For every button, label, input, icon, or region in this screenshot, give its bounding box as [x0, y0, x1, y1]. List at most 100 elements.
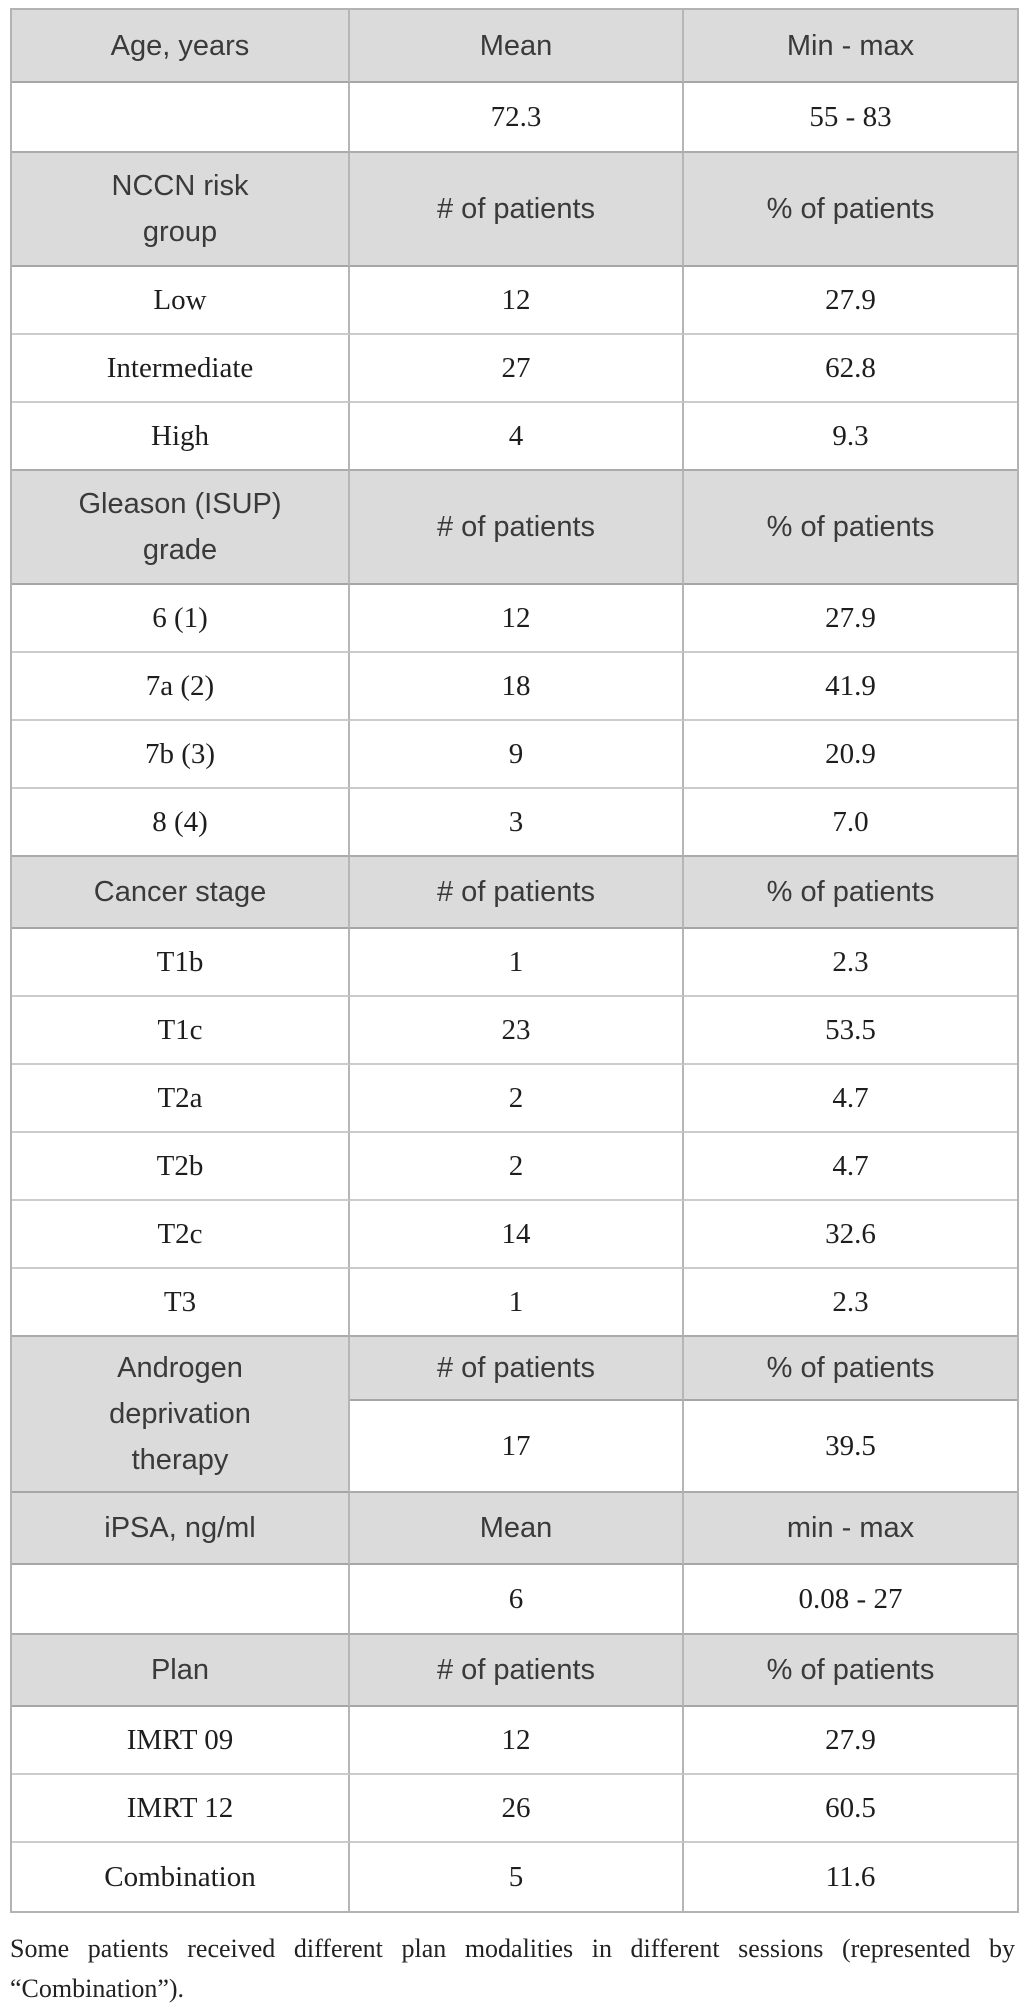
header-cell: Age, years: [12, 10, 350, 83]
data-cell: 1: [350, 929, 684, 997]
data-cell: T3: [12, 1269, 350, 1337]
data-cell: 14: [350, 1201, 684, 1269]
data-cell: T2b: [12, 1133, 350, 1201]
data-cell: 3: [350, 789, 684, 857]
table-row: 17 39.5: [12, 1401, 1017, 1493]
header-cell: Mean: [350, 10, 684, 83]
header-cell: Gleason (ISUP) grade: [12, 471, 350, 585]
data-cell: T1c: [12, 997, 350, 1065]
table-row: 6 0.08 - 27: [12, 1565, 1017, 1635]
table-row: T1b 1 2.3: [12, 929, 1017, 997]
data-cell: Combination: [12, 1843, 350, 1911]
data-cell: T1b: [12, 929, 350, 997]
table-header-row: Cancer stage # of patients% of patients: [12, 857, 1017, 929]
data-cell: 23: [350, 997, 684, 1065]
table-row: T3 1 2.3: [12, 1269, 1017, 1337]
data-cell: 27.9: [684, 1707, 1017, 1775]
table-row: Low 12 27.9: [12, 267, 1017, 335]
data-cell: 20.9: [684, 721, 1017, 789]
table-header-row: Androgen deprivation therapy # of patients%…: [12, 1337, 1017, 1493]
data-cell: 1: [350, 1269, 684, 1337]
data-cell: 11.6: [684, 1843, 1017, 1911]
data-cell: 27: [350, 335, 684, 403]
table-footnote: Some patients received different plan mo…: [10, 1934, 1015, 2003]
data-cell: 6 (1): [12, 585, 350, 653]
data-cell: 9.3: [684, 403, 1017, 471]
document-page: Age, years Mean Min - max 72.3 55 - 83 NCCN r…: [10, 8, 1019, 2009]
data-cell: 2: [350, 1065, 684, 1133]
data-cell: 8 (4): [12, 789, 350, 857]
header-cell: % of patients: [684, 1635, 1017, 1707]
table-row: T2a 2 4.7: [12, 1065, 1017, 1133]
header-cell: % of patients: [684, 857, 1017, 929]
data-cell: Low: [12, 267, 350, 335]
data-cell: T2a: [12, 1065, 350, 1133]
data-cell: High: [12, 403, 350, 471]
header-cell: min - max: [684, 1493, 1017, 1565]
data-cell: 62.8: [684, 335, 1017, 403]
table-row: 72.3 55 - 83: [12, 83, 1017, 153]
data-cell: 60.5: [684, 1775, 1017, 1843]
data-cell: 4: [350, 403, 684, 471]
table-header-row: Gleason (ISUP) grade # of patients% of pat…: [12, 471, 1017, 585]
data-cell: IMRT 12: [12, 1775, 350, 1843]
table-row: Combination 5 11.6: [12, 1843, 1017, 1911]
patient-characteristics-table: Age, years Mean Min - max 72.3 55 - 83 NCCN r…: [10, 8, 1019, 1913]
table-row: T2b 2 4.7: [12, 1133, 1017, 1201]
table-row: 6 (1) 12 27.9: [12, 585, 1017, 653]
data-cell: 72.3: [350, 83, 684, 153]
table-row: T2c 14 32.6: [12, 1201, 1017, 1269]
header-cell: # of patients: [350, 153, 684, 267]
data-cell: [12, 1565, 350, 1635]
table-row: High 4 9.3: [12, 403, 1017, 471]
data-cell: 32.6: [684, 1201, 1017, 1269]
data-cell: 27.9: [684, 585, 1017, 653]
adt-label-cell: Androgen deprivation therapy: [12, 1337, 350, 1493]
data-cell: 4.7: [684, 1133, 1017, 1201]
data-cell: 12: [350, 267, 684, 335]
data-cell: 12: [350, 1707, 684, 1775]
table-header-row: Age, years Mean Min - max: [12, 10, 1017, 83]
data-cell: 2.3: [684, 1269, 1017, 1337]
table-header-row: NCCN risk group # of patients% of patients: [12, 153, 1017, 267]
data-cell: 55 - 83: [684, 83, 1017, 153]
table-row: 8 (4) 3 7.0: [12, 789, 1017, 857]
header-cell: NCCN risk group: [12, 153, 350, 267]
data-cell: 0.08 - 27: [684, 1565, 1017, 1635]
data-cell: 41.9: [684, 653, 1017, 721]
header-cell: # of patients: [350, 1635, 684, 1707]
data-cell: 6: [350, 1565, 684, 1635]
table-header-row: Plan # of patients% of patients: [12, 1635, 1017, 1707]
header-cell: % of patients: [684, 1337, 1017, 1401]
data-cell: IMRT 09: [12, 1707, 350, 1775]
data-cell: 39.5: [684, 1401, 1017, 1493]
data-cell: 7b (3): [12, 721, 350, 789]
header-cell: % of patients: [684, 471, 1017, 585]
data-cell: 53.5: [684, 997, 1017, 1065]
table-row: IMRT 12 26 60.5: [12, 1775, 1017, 1843]
table-row: T1c 23 53.5: [12, 997, 1017, 1065]
table-row: IMRT 09 12 27.9: [12, 1707, 1017, 1775]
data-cell: 18: [350, 653, 684, 721]
table-row: Intermediate 27 62.8: [12, 335, 1017, 403]
header-cell: Cancer stage: [12, 857, 350, 929]
header-cell: # of patients: [350, 471, 684, 585]
header-cell: Min - max: [684, 10, 1017, 83]
data-cell: 4.7: [684, 1065, 1017, 1133]
header-cell: Plan: [12, 1635, 350, 1707]
data-cell: [12, 83, 350, 153]
data-cell: Intermediate: [12, 335, 350, 403]
data-cell: 5: [350, 1843, 684, 1911]
table-header-row: iPSA, ng/ml Mean min - max: [12, 1493, 1017, 1565]
data-cell: 12: [350, 585, 684, 653]
data-cell: 9: [350, 721, 684, 789]
header-cell: % of patients: [684, 153, 1017, 267]
header-cell: Mean: [350, 1493, 684, 1565]
data-cell: 7.0: [684, 789, 1017, 857]
header-cell: # of patients: [350, 1337, 684, 1401]
table-row: 7b (3) 9 20.9: [12, 721, 1017, 789]
data-cell: 17: [350, 1401, 684, 1493]
header-cell: iPSA, ng/ml: [12, 1493, 350, 1565]
data-cell: T2c: [12, 1201, 350, 1269]
data-cell: 7a (2): [12, 653, 350, 721]
